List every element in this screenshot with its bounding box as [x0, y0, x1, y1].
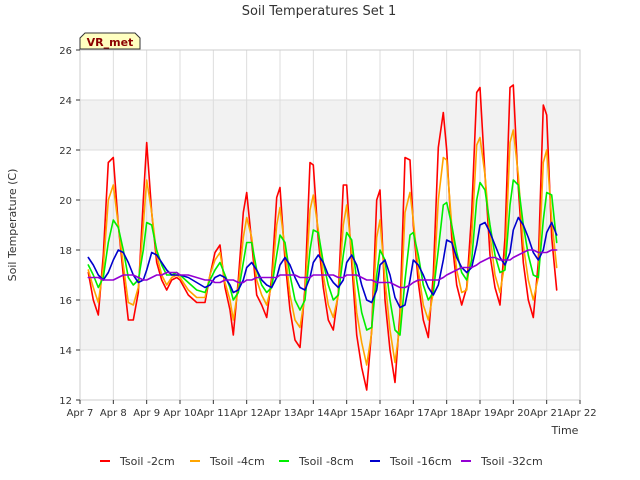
x-tick-label: Apr 7 — [67, 408, 94, 419]
x-tick-label: Apr 12 — [230, 408, 263, 419]
y-tick-label: 24 — [59, 96, 72, 107]
x-tick-label: Apr 8 — [100, 408, 127, 419]
x-tick-label: Apr 13 — [263, 408, 296, 419]
x-tick-label: Apr 11 — [197, 408, 230, 419]
y-tick-label: 14 — [59, 346, 72, 357]
legend-label-tsoil-16cm: Tsoil -16cm — [389, 455, 452, 468]
plot-band — [80, 350, 580, 400]
y-axis-ticks: 12 14 16 18 20 22 24 26 — [59, 46, 80, 407]
plot-frame — [79, 49, 581, 401]
y-tick-label: 20 — [59, 196, 72, 207]
x-tick-label: Apr 20 — [497, 408, 530, 419]
x-tick-label: Apr 16 — [363, 408, 396, 419]
series-line-tsoil-32cm — [87, 249, 558, 289]
y-tick-label: 26 — [59, 46, 72, 57]
x-tick-label: Apr 17 — [397, 408, 430, 419]
chart-title: Soil Temperatures Set 1 — [242, 4, 397, 19]
x-tick-label: Apr 19 — [463, 408, 496, 419]
series-line-tsoil-8cm — [87, 179, 558, 336]
annotation-label: VR_met — [87, 36, 134, 49]
x-tick-label: Apr 10 — [163, 408, 196, 419]
y-tick-label: 16 — [59, 296, 72, 307]
y-tick-label: 18 — [59, 246, 72, 257]
legend-label-tsoil-8cm: Tsoil -8cm — [298, 455, 354, 468]
legend-label-tsoil-4cm: Tsoil -4cm — [209, 455, 265, 468]
plot-band — [80, 150, 580, 200]
y-tick-label: 12 — [59, 396, 72, 407]
x-tick-label: Apr 9 — [133, 408, 160, 419]
annotation-badge: VR_met — [79, 32, 141, 50]
x-axis-label: Time — [551, 424, 579, 437]
series-line-tsoil-2cm — [87, 84, 558, 391]
x-tick-label: Apr 21 — [530, 408, 563, 419]
x-tick-label: Apr 15 — [330, 408, 363, 419]
plot-band — [80, 50, 580, 100]
y-tick-label: 22 — [59, 146, 72, 157]
x-axis-ticks: Apr 7 Apr 8 Apr 9 Apr 10 Apr 11 Apr 12 Apr 13 A… — [67, 400, 597, 419]
x-tick-label: Apr 18 — [430, 408, 463, 419]
x-tick-label: Apr 22 — [563, 408, 596, 419]
x-tick-label: Apr 14 — [297, 408, 330, 419]
plot-band — [80, 200, 580, 250]
annotation-box — [79, 32, 141, 50]
legend-label-tsoil-2cm: Tsoil -2cm — [119, 455, 175, 468]
y-axis-label: Soil Temperature (C) — [6, 169, 19, 282]
legend: Tsoil -2cm Tsoil -4cm Tsoil -8cm Tsoil -16c… — [100, 455, 543, 468]
plot-band — [80, 100, 580, 150]
series-line-tsoil-4cm — [87, 129, 558, 366]
series-layer — [87, 84, 558, 391]
legend-label-tsoil-32cm: Tsoil -32cm — [480, 455, 543, 468]
